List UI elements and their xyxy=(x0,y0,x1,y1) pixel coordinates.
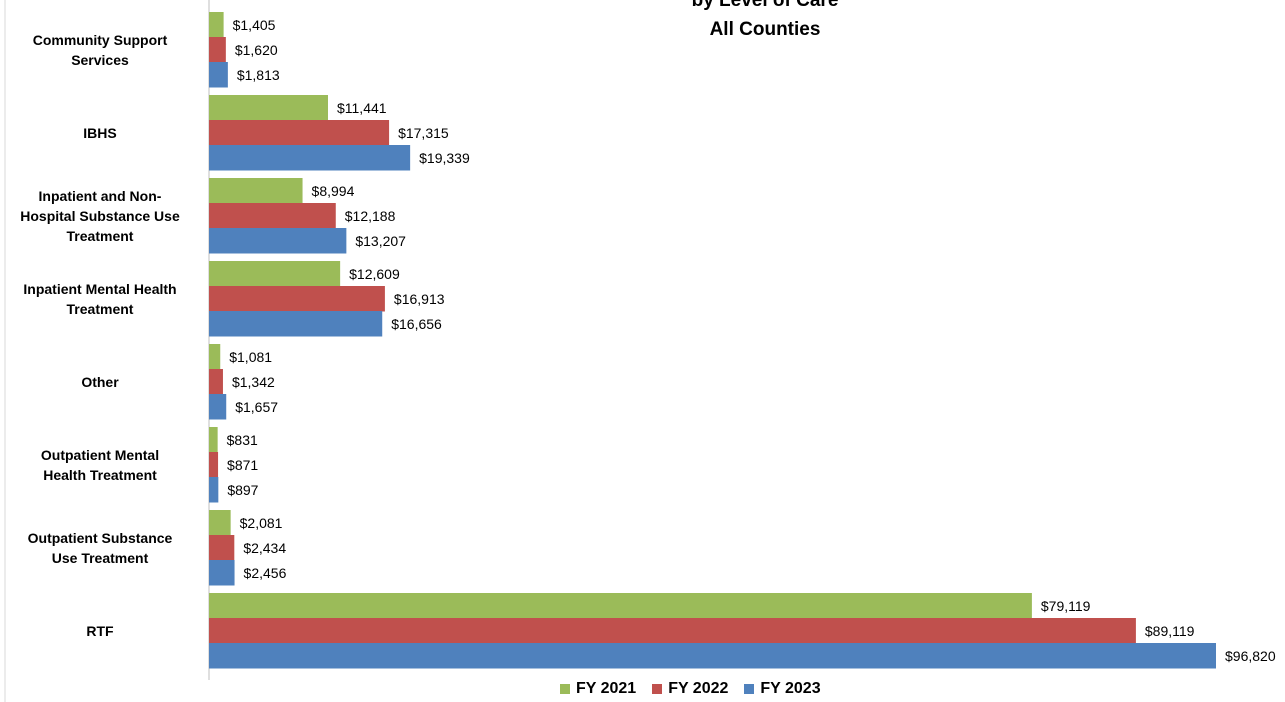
legend-label: FY 2023 xyxy=(760,680,821,697)
legend-swatch xyxy=(560,684,570,694)
chart-title-line2: All Counties xyxy=(709,19,821,40)
data-label: $13,207 xyxy=(355,233,406,249)
legend-item-fy2023: FY 2023 xyxy=(744,680,821,698)
data-label: $831 xyxy=(227,432,258,448)
bar-fy-2021 xyxy=(209,178,303,204)
legend-label: FY 2022 xyxy=(668,680,729,697)
bar-fy-2021 xyxy=(209,593,1032,619)
bar-fy-2023 xyxy=(209,560,235,586)
bar-fy-2022 xyxy=(209,120,390,146)
data-label: $1,657 xyxy=(235,399,278,415)
category-label: Community Support Services xyxy=(5,30,195,70)
category-label-line: Treatment xyxy=(66,300,134,317)
category-label: Inpatient Mental Health Treatment xyxy=(5,279,195,319)
bar-fy-2023 xyxy=(209,643,1216,669)
bar-fy-2023 xyxy=(209,62,228,88)
bar-fy-2021 xyxy=(209,344,221,370)
data-label: $89,119 xyxy=(1145,623,1195,639)
category-label-line: Inpatient and Non- xyxy=(38,187,162,204)
bar-fy-2022 xyxy=(209,618,1136,644)
chart-title-line1: by Level of Care xyxy=(691,0,839,11)
data-label: $2,434 xyxy=(243,540,286,556)
data-label: $12,188 xyxy=(345,208,396,224)
category-label-line: Use Treatment xyxy=(51,549,149,566)
category-label: Outpatient Substance Use Treatment xyxy=(5,528,195,568)
data-label: $96,820 xyxy=(1225,648,1276,664)
bar-fy-2022 xyxy=(209,203,336,229)
data-label: $79,119 xyxy=(1041,598,1091,614)
legend-swatch xyxy=(744,684,755,694)
data-label: $1,405 xyxy=(233,17,276,33)
data-label: $17,315 xyxy=(398,125,449,141)
bar-fy-2023 xyxy=(209,228,347,254)
data-label: $2,081 xyxy=(240,515,283,531)
category-label: Inpatient and Non- Hospital Substance Use… xyxy=(5,186,195,246)
bar-fy-2023 xyxy=(209,477,219,503)
legend: FY 2021 FY 2022 FY 2023 xyxy=(560,680,821,698)
category-label: Outpatient Mental Health Treatment xyxy=(5,445,195,485)
bar-fy-2021 xyxy=(209,95,328,121)
data-label: $871 xyxy=(227,457,258,473)
category-label-line: Inpatient Mental Health xyxy=(23,280,177,297)
data-label: $8,994 xyxy=(312,183,355,199)
data-label: $16,656 xyxy=(391,316,442,332)
bar-fy-2022 xyxy=(209,452,219,478)
category-label-line: Services xyxy=(71,51,129,68)
category-label-line: Outpatient Mental xyxy=(40,446,160,463)
bar-fy-2023 xyxy=(209,145,411,171)
bar-fy-2022 xyxy=(209,369,223,395)
bar-fy-2022 xyxy=(209,535,235,561)
data-label: $1,620 xyxy=(235,42,278,58)
data-label: $2,456 xyxy=(244,565,287,581)
data-label: $16,913 xyxy=(394,291,445,307)
bar-fy-2023 xyxy=(209,311,383,337)
data-label: $1,813 xyxy=(237,67,280,83)
bar-fy-2021 xyxy=(209,427,218,453)
category-label-line: Health Treatment xyxy=(43,466,157,483)
legend-label: FY 2021 xyxy=(576,680,637,697)
bar-fy-2021 xyxy=(209,510,231,536)
legend-swatch xyxy=(652,684,663,694)
legend-item-fy2021: FY 2021 xyxy=(560,680,636,698)
category-label: RTF xyxy=(5,621,195,641)
category-label-line: IBHS xyxy=(83,124,117,141)
bar-fy-2021 xyxy=(209,261,341,287)
category-label-line: Community Support xyxy=(32,31,168,48)
bar-fy-2022 xyxy=(209,286,385,312)
category-label-line: Treatment xyxy=(66,227,134,244)
data-label: $1,081 xyxy=(229,349,272,365)
data-label: $11,441 xyxy=(337,100,387,116)
bar-fy-2021 xyxy=(209,12,224,38)
category-label: IBHS xyxy=(5,123,195,143)
data-label: $19,339 xyxy=(419,150,470,166)
legend-item-fy2022: FY 2022 xyxy=(652,680,728,698)
category-label-line: Outpatient Substance xyxy=(27,529,173,546)
data-label: $12,609 xyxy=(349,266,400,282)
category-label-line: RTF xyxy=(86,622,114,639)
data-label: $1,342 xyxy=(232,374,275,390)
category-label-line: Hospital Substance Use xyxy=(20,207,180,224)
bar-fy-2022 xyxy=(209,37,226,63)
data-label: $897 xyxy=(227,482,258,498)
category-label-line: Other xyxy=(81,373,119,390)
category-label: Other xyxy=(5,372,195,392)
bar-fy-2023 xyxy=(209,394,227,420)
